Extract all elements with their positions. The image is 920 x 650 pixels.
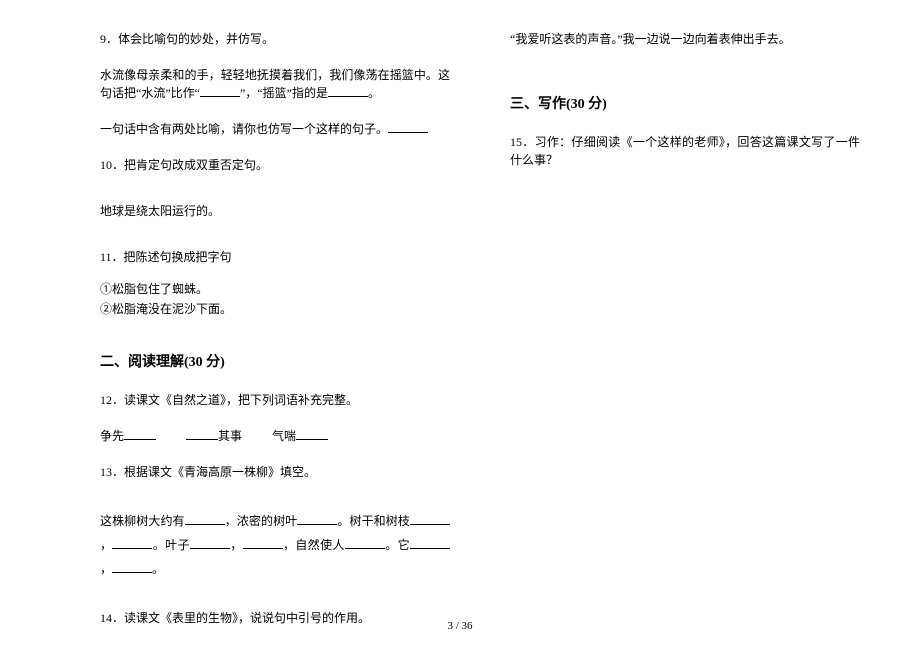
blank <box>388 120 428 133</box>
t: 。 <box>152 562 164 576</box>
blank <box>185 512 225 525</box>
q15-title: 15．习作：仔细阅读《一个这样的老师》，回答这篇课文写了一件什么事？ <box>510 133 860 169</box>
blank <box>297 512 337 525</box>
page-number: 3 / 36 <box>0 620 920 632</box>
blank <box>243 536 283 549</box>
q12-w1: 争先 <box>100 429 124 443</box>
q11-line2: ②松脂淹没在泥沙下面。 <box>100 300 450 318</box>
blank <box>328 84 368 97</box>
blank <box>410 512 450 525</box>
q11-line1: ①松脂包住了蜘蛛。 <box>100 280 450 298</box>
q14-body: “我爱听这表的声音。”我一边说一边向着表伸出手去。 <box>510 30 860 48</box>
t: ， <box>100 538 112 552</box>
q12-w3: 气喘 <box>272 429 296 443</box>
blank <box>186 427 218 440</box>
t: 。叶子 <box>152 538 189 552</box>
q13-body: 这株柳树大约有 ，浓密的树叶 。树干和树枝 ， 。叶子 ， ，自然使人 。它 ， 。 <box>100 509 450 581</box>
left-column: 9．体会比喻句的妙处，并仿写。 水流像母亲柔和的手，轻轻地抚摸着我们，我们像荡在… <box>100 30 450 650</box>
section-3-heading: 三、写作(30 分) <box>510 94 860 115</box>
blank <box>345 536 385 549</box>
blank <box>124 427 156 440</box>
q9-body2: 一句话中含有两处比喻，请你也仿写一个这样的句子。 <box>100 120 450 138</box>
t: ， <box>100 562 112 576</box>
blank <box>410 536 450 549</box>
t: 。树干和树枝 <box>337 514 410 528</box>
q12-title: 12．读课文《自然之道》，把下列词语补充完整。 <box>100 391 450 409</box>
blank <box>190 536 230 549</box>
q9-title: 9．体会比喻句的妙处，并仿写。 <box>100 30 450 48</box>
blank <box>296 427 328 440</box>
blank <box>200 84 240 97</box>
q10-title: 10．把肯定句改成双重否定句。 <box>100 156 450 174</box>
page-container: 9．体会比喻句的妙处，并仿写。 水流像母亲柔和的手，轻轻地抚摸着我们，我们像荡在… <box>0 0 920 650</box>
q11-title: 11．把陈述句换成把字句 <box>100 248 450 266</box>
q9-text-b: ”，“摇篮”指的是 <box>240 86 328 100</box>
t: ， <box>230 538 243 552</box>
blank <box>112 536 152 549</box>
q13-title: 13．根据课文《青海高原一株柳》填空。 <box>100 463 450 481</box>
t: ，自然使人 <box>283 538 345 552</box>
t: 。它 <box>385 538 410 552</box>
t: 这株柳树大约有 <box>100 514 185 528</box>
q9-text-c: 。 <box>368 86 380 100</box>
q10-body: 地球是绕太阳运行的。 <box>100 202 450 220</box>
right-column: “我爱听这表的声音。”我一边说一边向着表伸出手去。 三、写作(30 分) 15．… <box>510 30 860 650</box>
q12-body: 争先 其事 气喘 <box>100 427 450 445</box>
section-2-heading: 二、阅读理解(30 分) <box>100 352 450 373</box>
q12-w2: 其事 <box>218 429 242 443</box>
q9-body1: 水流像母亲柔和的手，轻轻地抚摸着我们，我们像荡在摇篮中。这句话把“水流”比作“”… <box>100 66 450 102</box>
q11-body1: ①松脂包住了蜘蛛。 ②松脂淹没在泥沙下面。 <box>100 280 450 320</box>
q9-text-2: 一句话中含有两处比喻，请你也仿写一个这样的句子。 <box>100 122 388 136</box>
blank <box>112 560 152 573</box>
t: ，浓密的树叶 <box>225 514 298 528</box>
